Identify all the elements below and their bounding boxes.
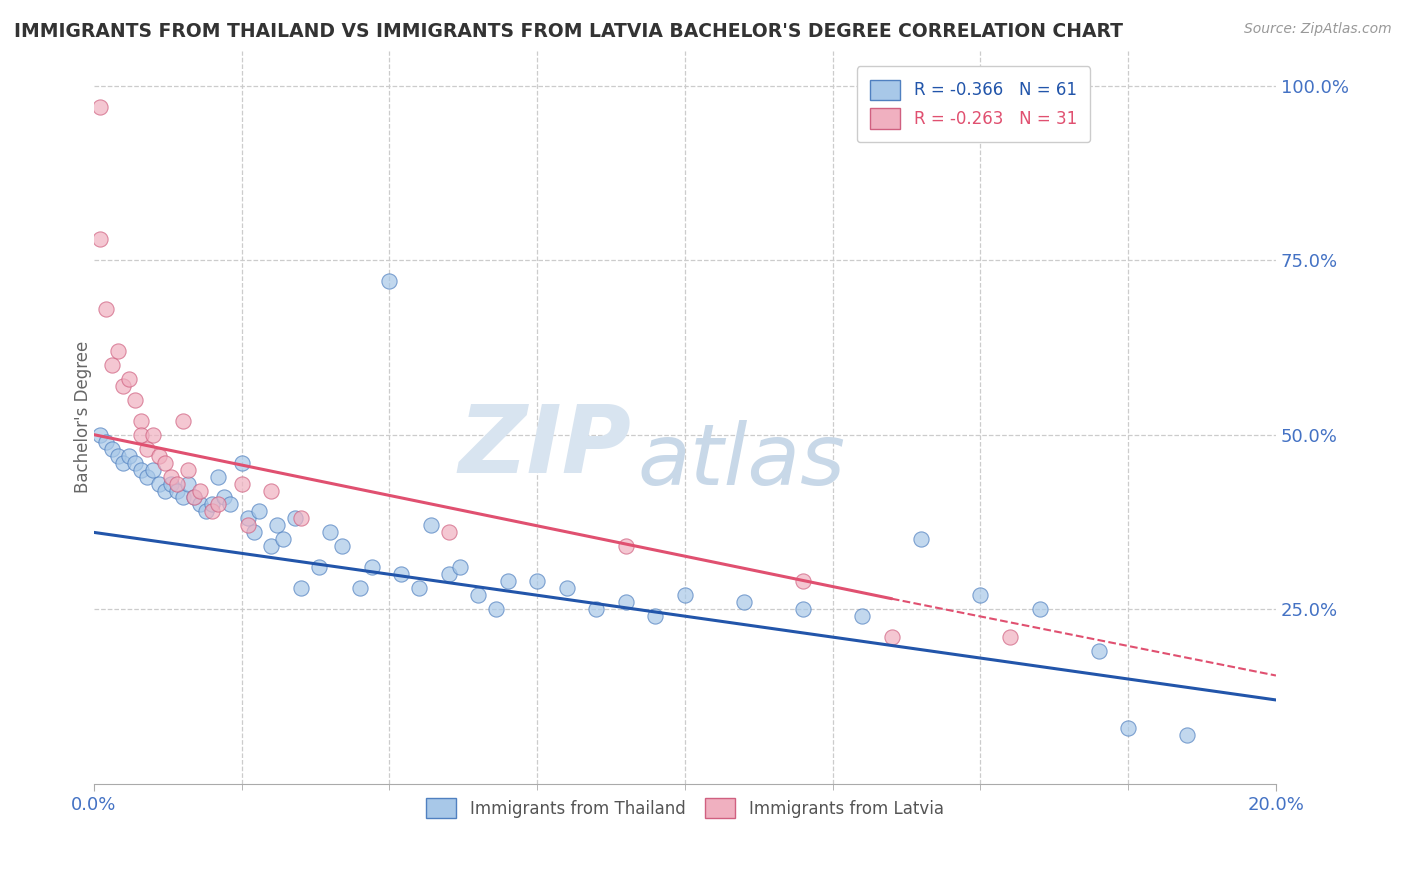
Point <box>437 567 460 582</box>
Point <box>172 414 194 428</box>
Point <box>1175 728 1198 742</box>
Point <box>201 498 224 512</box>
Point <box>330 540 353 554</box>
Point <box>485 602 508 616</box>
Point <box>153 483 176 498</box>
Point <box>148 449 170 463</box>
Point <box>195 504 218 518</box>
Point <box>792 602 814 616</box>
Point <box>136 442 159 456</box>
Point <box>231 476 253 491</box>
Point <box>207 498 229 512</box>
Point <box>378 274 401 288</box>
Point <box>207 469 229 483</box>
Point <box>124 456 146 470</box>
Point <box>408 581 430 595</box>
Text: IMMIGRANTS FROM THAILAND VS IMMIGRANTS FROM LATVIA BACHELOR'S DEGREE CORRELATION: IMMIGRANTS FROM THAILAND VS IMMIGRANTS F… <box>14 22 1123 41</box>
Point <box>260 540 283 554</box>
Point <box>148 476 170 491</box>
Point <box>94 301 117 316</box>
Point <box>159 476 181 491</box>
Point <box>118 449 141 463</box>
Y-axis label: Bachelor's Degree: Bachelor's Degree <box>75 341 91 493</box>
Point <box>89 232 111 246</box>
Point <box>526 574 548 589</box>
Point <box>136 469 159 483</box>
Point <box>231 456 253 470</box>
Point <box>107 449 129 463</box>
Point <box>218 498 240 512</box>
Point <box>159 469 181 483</box>
Point <box>614 595 637 609</box>
Point <box>201 504 224 518</box>
Point <box>308 560 330 574</box>
Point <box>319 525 342 540</box>
Point <box>271 533 294 547</box>
Text: atlas: atlas <box>638 420 845 503</box>
Point <box>112 379 135 393</box>
Point <box>449 560 471 574</box>
Point <box>290 581 312 595</box>
Point <box>89 99 111 113</box>
Point <box>107 343 129 358</box>
Point <box>969 588 991 602</box>
Point <box>249 504 271 518</box>
Point <box>129 414 152 428</box>
Point <box>236 511 259 525</box>
Point <box>183 491 205 505</box>
Point <box>129 427 152 442</box>
Point <box>880 630 903 644</box>
Point <box>792 574 814 589</box>
Point <box>260 483 283 498</box>
Point <box>183 491 205 505</box>
Point <box>614 540 637 554</box>
Point <box>467 588 489 602</box>
Point <box>496 574 519 589</box>
Point <box>419 518 441 533</box>
Point <box>166 483 188 498</box>
Point <box>851 609 873 624</box>
Point <box>236 518 259 533</box>
Point <box>1116 721 1139 735</box>
Point <box>290 511 312 525</box>
Point <box>89 427 111 442</box>
Point <box>177 476 200 491</box>
Point <box>1028 602 1050 616</box>
Point <box>733 595 755 609</box>
Point <box>644 609 666 624</box>
Point <box>142 427 165 442</box>
Point <box>266 518 288 533</box>
Point <box>129 462 152 476</box>
Point <box>100 358 122 372</box>
Point <box>349 581 371 595</box>
Point <box>118 372 141 386</box>
Text: ZIP: ZIP <box>458 401 631 492</box>
Point <box>360 560 382 574</box>
Point <box>177 462 200 476</box>
Point <box>172 491 194 505</box>
Point <box>910 533 932 547</box>
Point <box>673 588 696 602</box>
Point <box>94 434 117 449</box>
Point <box>1087 644 1109 658</box>
Point <box>142 462 165 476</box>
Point <box>585 602 607 616</box>
Point <box>188 498 211 512</box>
Point <box>188 483 211 498</box>
Point <box>555 581 578 595</box>
Point <box>212 491 235 505</box>
Legend: Immigrants from Thailand, Immigrants from Latvia: Immigrants from Thailand, Immigrants fro… <box>418 789 952 827</box>
Point <box>389 567 412 582</box>
Point <box>284 511 307 525</box>
Point <box>242 525 264 540</box>
Point <box>437 525 460 540</box>
Point <box>998 630 1021 644</box>
Point <box>112 456 135 470</box>
Point <box>100 442 122 456</box>
Point <box>124 392 146 407</box>
Text: Source: ZipAtlas.com: Source: ZipAtlas.com <box>1244 22 1392 37</box>
Point <box>166 476 188 491</box>
Point <box>153 456 176 470</box>
